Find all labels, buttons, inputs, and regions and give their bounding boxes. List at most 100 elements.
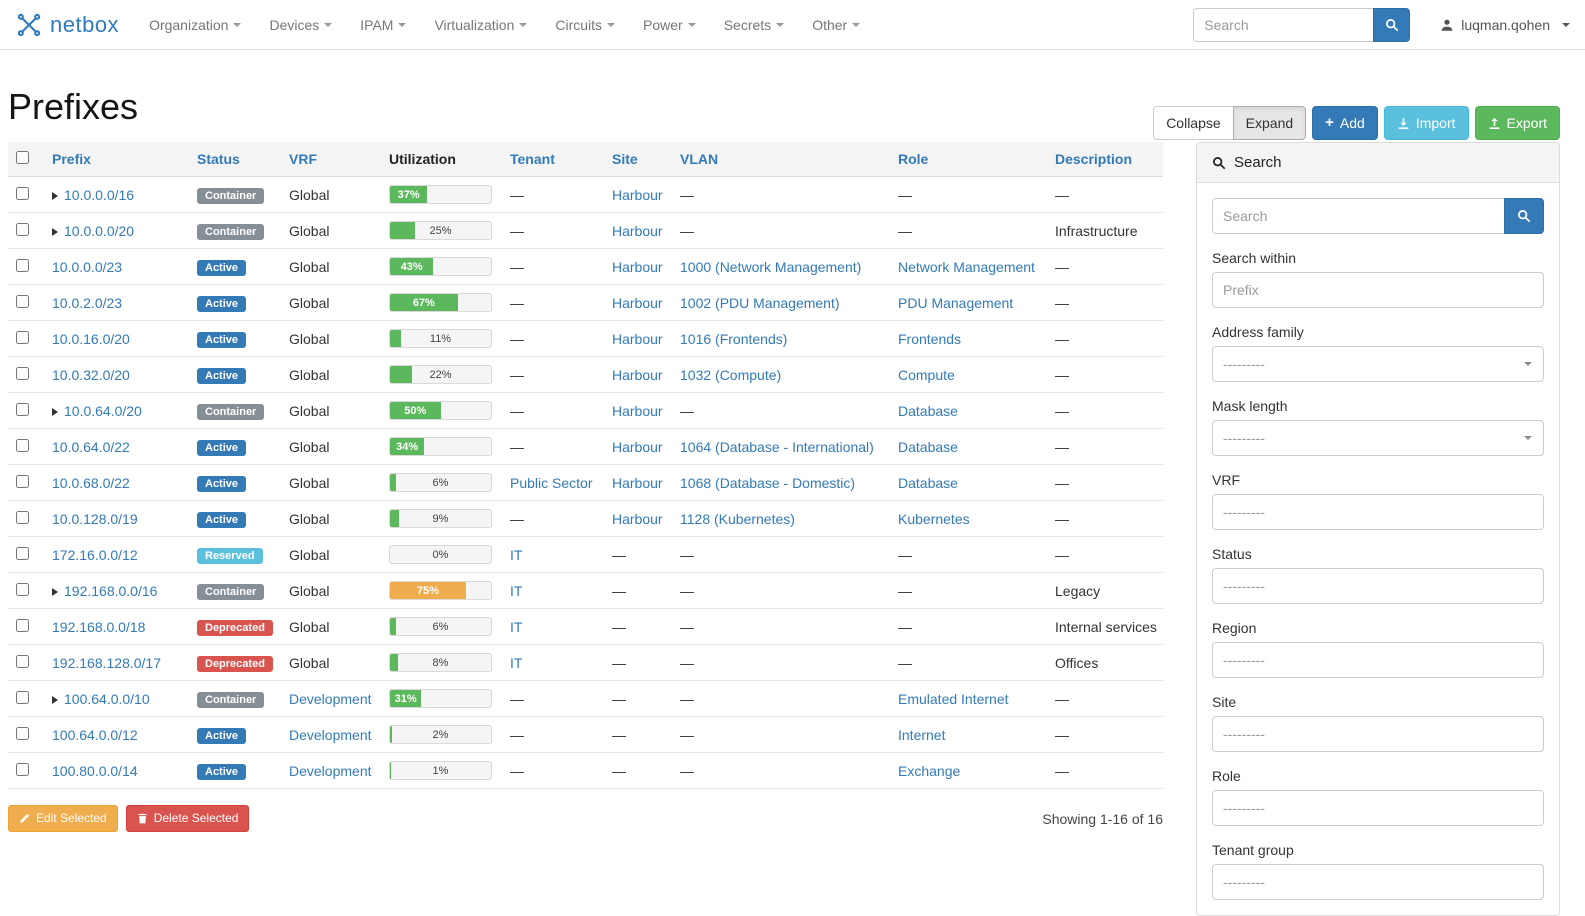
column-header-prefix[interactable]: Prefix: [44, 142, 189, 177]
navbar-search-button[interactable]: [1373, 7, 1411, 42]
row-checkbox[interactable]: [16, 294, 29, 308]
prefix-link[interactable]: 10.0.0.0/16: [64, 186, 135, 203]
tenant-link[interactable]: IT: [510, 654, 523, 671]
site-link[interactable]: Harbour: [612, 222, 663, 239]
vlan-link[interactable]: 1000 (Network Management): [680, 258, 862, 275]
tenant-link[interactable]: Public Sector: [510, 474, 593, 491]
prefix-link[interactable]: 10.0.128.0/19: [52, 510, 138, 527]
vlan-link[interactable]: 1002 (PDU Management): [680, 294, 840, 311]
expand-button[interactable]: Expand: [1232, 106, 1307, 140]
row-checkbox[interactable]: [16, 186, 29, 200]
row-checkbox[interactable]: [16, 654, 29, 668]
site-link[interactable]: Harbour: [612, 510, 663, 527]
add-button[interactable]: + Add: [1312, 106, 1378, 140]
nav-menu-power[interactable]: Power: [629, 0, 710, 50]
role-link[interactable]: Database: [898, 438, 958, 455]
column-header-tenant[interactable]: Tenant: [502, 142, 604, 177]
vlan-link[interactable]: 1064 (Database - International): [680, 438, 874, 455]
netbox-brand[interactable]: netbox: [15, 11, 119, 39]
row-checkbox[interactable]: [16, 582, 29, 596]
tenant-link[interactable]: IT: [510, 618, 523, 635]
row-checkbox[interactable]: [16, 510, 29, 524]
delete-selected-button[interactable]: Delete Selected: [125, 805, 250, 832]
prefix-link[interactable]: 10.0.0.0/20: [64, 222, 135, 239]
vlan-link[interactable]: 1068 (Database - Domestic): [680, 474, 856, 491]
prefix-link[interactable]: 100.64.0.0/12: [52, 726, 138, 743]
vrf-filter[interactable]: [1212, 494, 1544, 530]
column-header-utilization[interactable]: Utilization: [381, 142, 502, 177]
column-header-vlan[interactable]: VLAN: [672, 142, 890, 177]
prefix-link[interactable]: 10.0.64.0/20: [64, 402, 142, 419]
row-checkbox[interactable]: [16, 546, 29, 560]
role-link[interactable]: Compute: [898, 366, 955, 383]
column-header-vrf[interactable]: VRF: [281, 142, 381, 177]
column-header-status[interactable]: Status: [189, 142, 281, 177]
prefix-link[interactable]: 10.0.0.0/23: [52, 258, 123, 275]
nav-menu-other[interactable]: Other: [798, 0, 874, 50]
row-checkbox[interactable]: [16, 762, 29, 776]
row-checkbox[interactable]: [16, 258, 29, 272]
site-link[interactable]: Harbour: [612, 186, 663, 203]
sidebar-search-input[interactable]: [1212, 198, 1504, 234]
nav-menu-secrets[interactable]: Secrets: [710, 0, 798, 50]
prefix-link[interactable]: 192.168.0.0/18: [52, 618, 146, 635]
export-button[interactable]: Export: [1474, 106, 1560, 140]
row-checkbox[interactable]: [16, 222, 29, 236]
site-link[interactable]: Harbour: [612, 330, 663, 347]
nav-menu-virtualization[interactable]: Virtualization: [420, 0, 541, 50]
row-checkbox[interactable]: [16, 474, 29, 488]
role-link[interactable]: Exchange: [898, 762, 961, 779]
row-checkbox[interactable]: [16, 726, 29, 740]
prefix-link[interactable]: 100.64.0.0/10: [64, 690, 150, 707]
nav-menu-devices[interactable]: Devices: [255, 0, 346, 50]
tenant-group-filter[interactable]: [1212, 864, 1544, 900]
vlan-link[interactable]: 1128 (Kubernetes): [680, 510, 795, 527]
nav-menu-circuits[interactable]: Circuits: [541, 0, 629, 50]
nav-menu-organization[interactable]: Organization: [135, 0, 255, 50]
vrf-link[interactable]: Development: [289, 690, 372, 707]
prefix-link[interactable]: 10.0.32.0/20: [52, 366, 130, 383]
prefix-link[interactable]: 10.0.68.0/22: [52, 474, 130, 491]
row-checkbox[interactable]: [16, 690, 29, 704]
row-checkbox[interactable]: [16, 366, 29, 380]
prefix-link[interactable]: 10.0.2.0/23: [52, 294, 123, 311]
site-link[interactable]: Harbour: [612, 402, 663, 419]
prefix-link[interactable]: 10.0.16.0/20: [52, 330, 130, 347]
collapse-button[interactable]: Collapse: [1153, 106, 1234, 140]
role-link[interactable]: Network Management: [898, 258, 1035, 275]
tenant-link[interactable]: IT: [510, 546, 523, 563]
search-within-filter[interactable]: [1212, 272, 1544, 308]
vlan-link[interactable]: 1032 (Compute): [680, 366, 782, 383]
vlan-link[interactable]: 1016 (Frontends): [680, 330, 788, 347]
row-checkbox[interactable]: [16, 330, 29, 344]
expand-toggle-icon[interactable]: [52, 407, 58, 416]
role-link[interactable]: Frontends: [898, 330, 962, 347]
site-link[interactable]: Harbour: [612, 474, 663, 491]
nav-menu-ipam[interactable]: IPAM: [346, 0, 420, 50]
role-link[interactable]: PDU Management: [898, 294, 1014, 311]
tenant-link[interactable]: IT: [510, 582, 523, 599]
vrf-link[interactable]: Development: [289, 762, 372, 779]
site-link[interactable]: Harbour: [612, 258, 663, 275]
import-button[interactable]: Import: [1383, 106, 1469, 140]
row-checkbox[interactable]: [16, 438, 29, 452]
row-checkbox[interactable]: [16, 618, 29, 632]
mask-length-filter[interactable]: [1212, 420, 1544, 456]
role-link[interactable]: Database: [898, 402, 958, 419]
role-link[interactable]: Emulated Internet: [898, 690, 1009, 707]
column-header-site[interactable]: Site: [604, 142, 672, 177]
site-link[interactable]: Harbour: [612, 438, 663, 455]
navbar-search-input[interactable]: [1193, 7, 1374, 42]
prefix-link[interactable]: 192.168.0.0/16: [64, 582, 158, 599]
row-checkbox[interactable]: [16, 402, 29, 416]
expand-toggle-icon[interactable]: [52, 587, 58, 596]
edit-selected-button[interactable]: Edit Selected: [8, 805, 118, 832]
region-filter[interactable]: [1212, 642, 1544, 678]
address-family-filter[interactable]: [1212, 346, 1544, 382]
prefix-link[interactable]: 172.16.0.0/12: [52, 546, 138, 563]
role-link[interactable]: Kubernetes: [898, 510, 970, 527]
vrf-link[interactable]: Development: [289, 726, 372, 743]
column-header-description[interactable]: Description: [1047, 142, 1163, 177]
prefix-link[interactable]: 10.0.64.0/22: [52, 438, 130, 455]
sidebar-search-button[interactable]: [1504, 198, 1544, 234]
